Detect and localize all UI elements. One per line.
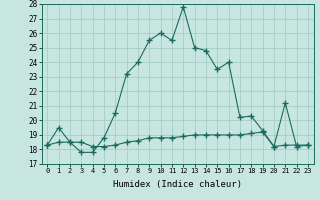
X-axis label: Humidex (Indice chaleur): Humidex (Indice chaleur) (113, 180, 242, 189)
